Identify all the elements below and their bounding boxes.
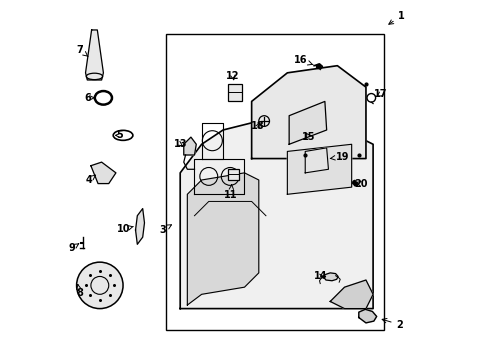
Polygon shape [287, 144, 351, 194]
Polygon shape [251, 66, 365, 158]
Polygon shape [288, 102, 326, 144]
Text: 15: 15 [302, 132, 315, 142]
Text: 12: 12 [226, 71, 239, 81]
Text: 20: 20 [353, 179, 366, 189]
Polygon shape [85, 30, 103, 80]
Text: 2: 2 [382, 319, 403, 330]
Polygon shape [305, 148, 328, 173]
Text: 7: 7 [76, 45, 88, 57]
Polygon shape [329, 280, 372, 309]
Text: 14: 14 [313, 271, 326, 282]
Text: 16: 16 [294, 55, 312, 65]
Text: 6: 6 [84, 93, 94, 103]
Bar [228, 168, 239, 180]
Polygon shape [180, 123, 372, 309]
Text: 9: 9 [69, 243, 79, 253]
Text: 5: 5 [115, 130, 122, 140]
Text: 13: 13 [173, 139, 186, 149]
Bar [165, 33, 383, 330]
Text: 11: 11 [224, 184, 237, 200]
Text: 17: 17 [373, 89, 386, 99]
Text: 19: 19 [329, 152, 349, 162]
Polygon shape [91, 162, 116, 184]
Polygon shape [183, 137, 196, 155]
Text: 1: 1 [388, 11, 404, 24]
Polygon shape [135, 208, 144, 244]
Text: 10: 10 [117, 224, 133, 234]
Polygon shape [323, 273, 337, 281]
Polygon shape [187, 173, 258, 305]
Text: 3: 3 [159, 225, 171, 235]
Text: 8: 8 [76, 284, 83, 297]
Polygon shape [358, 309, 376, 323]
Text: 18: 18 [251, 121, 264, 131]
Text: 4: 4 [85, 175, 95, 185]
Bar [228, 84, 242, 102]
Circle shape [77, 262, 123, 309]
